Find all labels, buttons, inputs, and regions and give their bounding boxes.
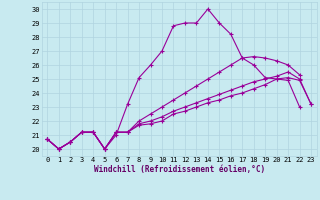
X-axis label: Windchill (Refroidissement éolien,°C): Windchill (Refroidissement éolien,°C) bbox=[94, 165, 265, 174]
